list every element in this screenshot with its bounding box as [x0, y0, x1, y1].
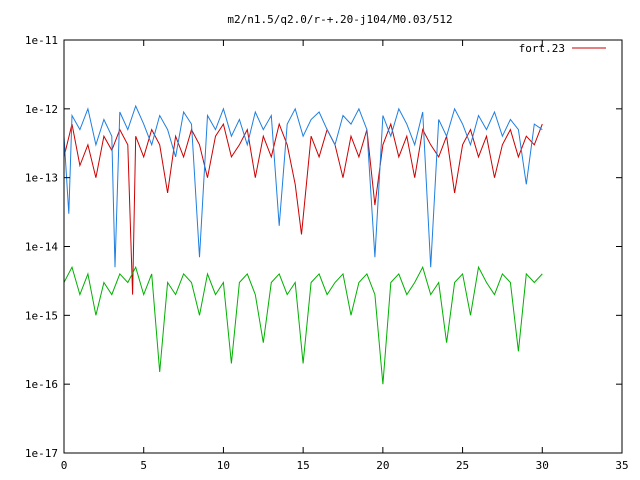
x-tick-label: 25 — [456, 459, 469, 472]
x-tick-label: 30 — [536, 459, 549, 472]
x-tick-label: 35 — [615, 459, 628, 472]
series-line-2 — [63, 104, 543, 268]
y-tick-label: 1e-11 — [25, 34, 58, 47]
series-layer — [63, 104, 543, 385]
legend-label-fort23: fort.23 — [519, 42, 565, 55]
x-tick-label: 20 — [376, 459, 389, 472]
chart-title: m2/n1.5/q2.0/r-+.20-j104/M0.03/512 — [227, 13, 452, 26]
x-tick-label: 10 — [217, 459, 230, 472]
y-tick-label: 1e-16 — [25, 378, 58, 391]
ticks-layer: 0 5 10 15 20 25 30 35 1e-17 1e-16 1e-15 1e-14 1e-13 1… — [25, 34, 629, 472]
axes-layer — [63, 39, 623, 454]
x-tick-label: 5 — [140, 459, 147, 472]
y-tick-label: 1e-14 — [25, 241, 58, 254]
x-tick-label: 0 — [61, 459, 68, 472]
legend: fort.23 — [519, 42, 606, 55]
series-line-1 — [63, 122, 543, 295]
series-line-3 — [63, 265, 543, 385]
plot-frame — [63, 39, 623, 454]
y-tick-label: 1e-17 — [25, 447, 58, 460]
y-tick-label: 1e-15 — [25, 309, 58, 322]
y-tick-label: 1e-12 — [25, 103, 58, 116]
y-tick-label: 1e-13 — [25, 172, 58, 185]
x-tick-label: 15 — [297, 459, 310, 472]
